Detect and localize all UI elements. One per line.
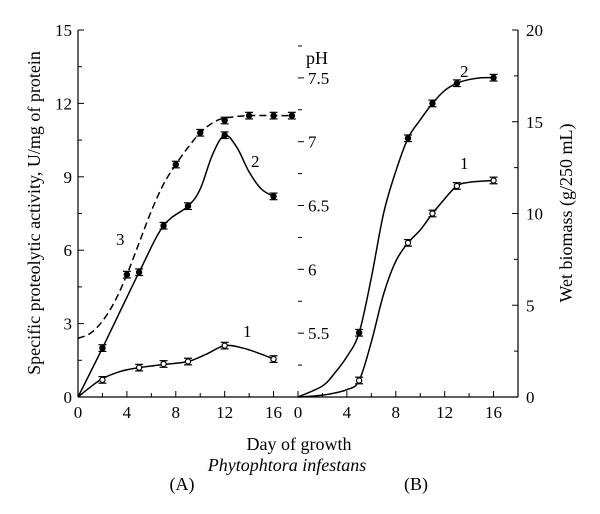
panel-b-series-2-point [453,80,461,87]
panel-a-y-tick-label: 3 [64,315,73,334]
organism-label: Phytophtora infestans [207,455,367,475]
panel-b-right-tick-label: 20 [526,21,543,40]
panel-a-series-3-point [221,117,228,124]
panel-b-series-2-point [490,74,497,81]
panel-b-y-axis-label: Wet biomass (g/250 mL) [556,123,577,302]
panel-b-series [297,73,498,398]
panel-a-series-2-point [160,222,167,229]
panel-b-ph-tick-label: 7 [308,133,317,152]
panel-b-series-1-point [429,210,436,217]
panel-a-series-3-point [245,112,253,119]
panel-b-curve-2-label: 2 [460,62,469,81]
panel-a-curve-3-label: 3 [116,230,125,249]
panel-a-x-tick-label: 8 [172,403,181,422]
panel-a-x-tick-label: 16 [265,403,282,422]
panel-b-x-tick-label: 8 [392,403,401,422]
panel-b-series-1-point [355,377,363,384]
panel-b-ph-tick-label: 7.5 [308,69,329,88]
panel-b-series-1-point [404,239,412,247]
panel-a-series-3-point [270,112,277,119]
x-axis-label: Day of growth [247,434,352,454]
panel-b-right-tick-label: 10 [526,205,543,224]
panel-a-y-tick-label: 12 [55,94,72,113]
panel-a-series [77,111,296,398]
panel-a-series-2-point [135,269,143,276]
panel-a-y-tick-label: 6 [64,241,73,260]
panel-b-series-1-point [490,177,497,184]
panel-a-y-tick-label: 0 [64,388,73,407]
panel-b-ph-tick-label: 5.5 [308,324,329,343]
panel-b-ph-tick-label: 6.5 [308,197,329,216]
panel-a-series-3-line [77,114,292,339]
panel-b-series-2-point [429,100,436,107]
panel-b-series-2-point [355,329,363,336]
panel-a-y-tick-label: 15 [55,21,72,40]
panel-a-y-axis-label: Specific proteolytic activity, U/mg of p… [24,51,44,375]
panel-b-label: (B) [404,474,428,495]
panel-a-label: (A) [170,474,195,495]
panel-a-series-1-point [160,360,167,368]
panel-a-series-2-line [77,134,274,398]
panel-b-x-tick-label: 16 [485,403,502,422]
panel-a-series-1-point [184,358,192,365]
panel-a-series-3-point [172,161,179,168]
panel-a-series-1-point [135,364,143,371]
panel-b-series-2-point [404,135,412,142]
panel-a-series-2-point [99,344,106,352]
panel-a-series-2-point [270,193,277,200]
panel-b-series-1-point [453,182,461,190]
panel-b-right-tick-label: 0 [526,388,535,407]
panel-a-x-tick-label: 12 [216,403,233,422]
panel-a-series-1-point [221,342,228,349]
panel-b-ph-label: pH [306,48,328,68]
panel-a-curve-2-label: 2 [251,152,260,171]
panel-b-x-tick-label: 0 [294,403,303,422]
panel-a-series-1-point [270,355,277,363]
panel-b-ph-tick-label: 6 [308,260,317,279]
panel-a-series-3-point [123,271,131,278]
panel-a-series-1-point [99,376,106,384]
panel-b-x-tick-label: 12 [436,403,453,422]
panel-a-series-2-point [184,202,192,210]
panel-a-x-tick-label: 0 [74,403,83,422]
panel-b-curve-1-label: 1 [460,154,469,173]
panel-b-right-tick-label: 15 [526,113,543,132]
panel-a-x-tick-label: 4 [123,403,132,422]
panel-a-series-3-point [197,129,204,136]
panel-b-series-2-line [297,76,494,398]
panel-b-right-tick-label: 5 [526,296,535,315]
panel-a-curve-1-label: 1 [243,322,252,341]
panel-a-y-tick-label: 9 [64,168,73,187]
panel-a-series-1-line [77,344,274,398]
panel-a-series-3-point [288,112,296,119]
panel-b-x-tick-label: 4 [343,403,352,422]
panel-a-series-2-point [221,132,228,139]
